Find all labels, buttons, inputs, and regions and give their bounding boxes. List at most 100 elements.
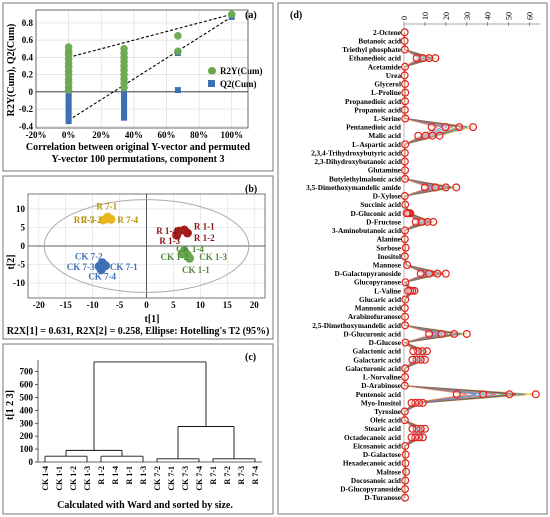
- metabolite-label: 3-Aminobutanoic acid: [332, 226, 401, 235]
- profile-line: [403, 32, 468, 498]
- outlier-marker: [425, 269, 434, 278]
- dendrogram-leaf-label: CK 7-4: [195, 466, 204, 491]
- score-point-label: R 1-4: [156, 226, 177, 236]
- x-tick-label: -20: [33, 300, 45, 310]
- y-tick-label: 300: [20, 418, 34, 428]
- outlier-marker: [400, 148, 409, 157]
- outlier-marker: [409, 347, 418, 356]
- outlier-marker: [401, 80, 410, 89]
- x-tick-label: 0%: [62, 130, 76, 140]
- panel-b-ylabel: t[2]: [6, 255, 17, 270]
- metabolite-label: Inositol: [377, 252, 401, 261]
- panel-b-footer: R2X[1] = 0.631, R2X[2] = 0.258, Ellipse:…: [7, 326, 270, 337]
- outlier-marker: [412, 54, 421, 63]
- outlier-marker: [402, 209, 411, 218]
- outlier-marker: [400, 105, 409, 114]
- x-tick-label: -20%: [26, 130, 47, 140]
- score-point-label: CK 1-4: [176, 244, 204, 254]
- outlier-marker: [401, 493, 410, 502]
- metabolite-label: Malic acid: [368, 131, 401, 140]
- outlier-marker: [408, 424, 417, 433]
- metabolite-label: Stearic acid: [364, 424, 401, 433]
- metabolite-label: Butylethylmalonic acid: [329, 174, 401, 183]
- metabolite-label: Succinic acid: [360, 200, 401, 209]
- r2y-point: [174, 47, 182, 56]
- outlier-marker: [425, 329, 434, 338]
- panel-a-legend: R2Y(Cum) Q2(Cum): [208, 66, 263, 89]
- outlier-marker: [404, 286, 413, 295]
- score-plot: t[2] t[1] R2X[1] = 0.631, R2X[2] = 0.258…: [6, 193, 270, 337]
- panel-c-ylabel: t[1 2 3]: [5, 390, 16, 420]
- outlier-marker: [401, 338, 410, 347]
- metabolite-label: D-Fructose: [366, 217, 402, 226]
- metabolite-label: 3,5-Dimethoxymandelic amide: [306, 183, 402, 192]
- outlier-marker: [400, 157, 409, 166]
- metabolite-label: Pentenoic acid: [356, 390, 401, 399]
- r2y-point: [227, 10, 236, 19]
- outlier-marker: [479, 390, 488, 399]
- q2-point: [121, 90, 128, 97]
- y-tick-label: -10: [13, 278, 25, 288]
- dendrogram-leaf-label: CK 7-3: [181, 466, 190, 491]
- x-tick-label: 40%: [125, 130, 143, 140]
- outlier-marker: [401, 166, 410, 175]
- x-tick-label: 60: [526, 12, 535, 20]
- outlier-marker: [400, 71, 409, 80]
- x-tick-label: 10: [421, 12, 430, 20]
- outlier-marker: [400, 28, 409, 37]
- dendrogram-leaf-label: CK 7-2: [153, 466, 162, 491]
- legend-q2-marker: [208, 80, 215, 87]
- q2-point: [121, 114, 128, 121]
- panel-b-frame: [2, 175, 274, 340]
- metabolite-label: L-Norvaline: [363, 373, 402, 382]
- outlier-marker: [505, 390, 514, 399]
- dendrogram-leaf-label: CK 1-3: [83, 466, 92, 491]
- metabolite-label: D-Glucuronic acid: [343, 329, 401, 338]
- r2y-point: [120, 83, 128, 92]
- outlier-marker: [441, 183, 450, 192]
- score-point: [172, 230, 182, 240]
- permutation-plot: R2Y(Cum), Q2(Cum) Correlation between or…: [6, 9, 263, 165]
- y-tick-label: 0.6: [22, 35, 34, 45]
- outlier-marker: [401, 321, 410, 330]
- score-point-label: CK 7-4: [88, 271, 116, 281]
- outlier-marker: [401, 97, 410, 106]
- dendrogram-leaf-label: CK 1-2: [69, 466, 78, 491]
- x-tick-label: 80%: [190, 130, 208, 140]
- r2y-point: [174, 32, 182, 40]
- metabolite-label: Triethyl phosphate: [342, 45, 402, 54]
- y-tick-label: 200: [20, 431, 34, 441]
- outlier-marker: [407, 398, 416, 407]
- legend-r2y-label: R2Y(Cum): [220, 66, 263, 76]
- dendrogram-leaf-label: R 1-1: [125, 466, 134, 484]
- metabolite-label: Galactaric acid: [353, 355, 401, 364]
- panel-c-letter: (c): [245, 352, 256, 363]
- q2-point: [65, 114, 72, 121]
- panel-a-plot-area: [35, 9, 249, 129]
- metabolite-label: Glucopyranose: [354, 278, 402, 287]
- x-tick-label: 50: [505, 12, 514, 20]
- x-tick-label: 60%: [157, 130, 175, 140]
- metabolite-label: Maltose: [376, 467, 401, 476]
- score-point-label: R 7-3: [74, 215, 95, 225]
- dendrogram: t[1 2 3] Calculated with Ward and sorted…: [5, 360, 262, 511]
- metabolite-label: Octadecanoic acid: [344, 433, 401, 442]
- metabolite-label: Oleic acid: [370, 416, 401, 425]
- metabolite-label: Ethanedioic acid: [349, 54, 401, 63]
- panel-a-xlabel-line2: Y-vector 100 permutations, component 3: [51, 154, 224, 165]
- outlier-marker: [400, 235, 409, 244]
- panel-a-frame: [2, 2, 274, 172]
- outlier-marker: [401, 295, 410, 304]
- outlier-marker: [416, 269, 425, 278]
- outlier-marker: [401, 243, 410, 252]
- score-point: [96, 265, 106, 275]
- outlier-marker: [400, 416, 409, 425]
- metabolite-label: Galacturonic acid: [345, 364, 401, 373]
- panel-b-xlabel: t[1]: [145, 314, 160, 325]
- r2y-point: [64, 86, 73, 94]
- legend-q2-label: Q2(Cum): [220, 79, 257, 89]
- q2-point: [65, 118, 72, 125]
- outlier-marker: [417, 217, 426, 226]
- outlier-marker: [455, 123, 464, 132]
- outlier-marker: [401, 62, 410, 71]
